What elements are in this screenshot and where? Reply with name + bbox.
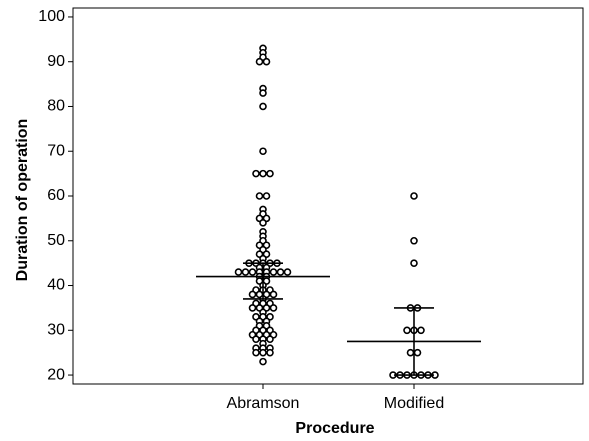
y-tick-label: 20 (47, 366, 65, 383)
data-point (266, 348, 274, 357)
x-tick-label: Modified (384, 395, 444, 412)
data-point (283, 268, 292, 276)
y-tick-label: 40 (47, 277, 65, 294)
y-tick-label: 100 (38, 8, 65, 25)
data-point (252, 169, 260, 178)
data-point (262, 57, 271, 66)
y-tick-label: 60 (47, 187, 65, 204)
data-point (403, 326, 411, 335)
data-point (255, 192, 264, 200)
data-point (413, 348, 422, 357)
data-point (410, 259, 418, 267)
data-point (259, 169, 267, 178)
y-tick-label: 70 (47, 142, 65, 159)
data-point (266, 335, 274, 344)
data-point (259, 89, 267, 97)
data-point (410, 192, 418, 200)
data-point (259, 357, 267, 366)
y-tick-label: 50 (47, 232, 65, 249)
data-point (276, 268, 285, 276)
y-axis-title: Duration of operation (14, 119, 31, 282)
data-point (269, 290, 278, 299)
data-point (406, 348, 415, 357)
x-tick-label: Abramson (227, 395, 300, 412)
data-point (248, 290, 257, 299)
x-axis-title: Procedure (295, 420, 374, 437)
data-point (262, 192, 271, 200)
y-tick-label: 80 (47, 98, 65, 115)
y-axis-title-group: Duration of operation (14, 119, 31, 282)
plot-frame (72, 7, 584, 385)
data-point (410, 236, 418, 245)
data-point (259, 348, 267, 357)
data-point (241, 268, 250, 276)
data-point (266, 169, 274, 178)
data-point (234, 268, 243, 276)
data-point (259, 219, 267, 227)
data-point (248, 268, 257, 276)
y-tick-label: 30 (47, 322, 65, 339)
data-point (259, 102, 267, 111)
data-point (259, 147, 267, 156)
data-point (252, 348, 260, 357)
y-tick-label: 90 (47, 53, 65, 70)
data-point (269, 268, 278, 276)
data-point (255, 57, 264, 66)
data-point (252, 335, 260, 344)
data-point (248, 304, 257, 312)
data-point (417, 326, 425, 335)
data-point (269, 304, 278, 312)
